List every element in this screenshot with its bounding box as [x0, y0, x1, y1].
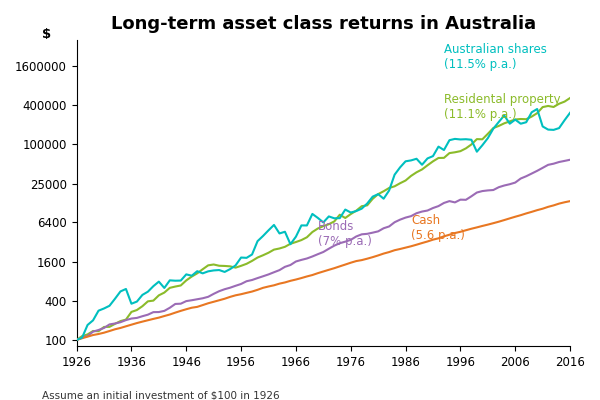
- Text: $: $: [42, 28, 51, 41]
- Text: Bonds
(7% p.a.): Bonds (7% p.a.): [318, 220, 372, 248]
- Title: Long-term asset class returns in Australia: Long-term asset class returns in Austral…: [111, 15, 536, 33]
- Text: Australian shares
(11.5% p.a.): Australian shares (11.5% p.a.): [444, 43, 547, 71]
- Text: Cash
(5.6 p.a.): Cash (5.6 p.a.): [411, 214, 465, 242]
- Text: Residental property
(11.1% p.a.): Residental property (11.1% p.a.): [444, 93, 560, 121]
- Text: Assume an initial investment of $100 in 1926: Assume an initial investment of $100 in …: [42, 390, 280, 400]
